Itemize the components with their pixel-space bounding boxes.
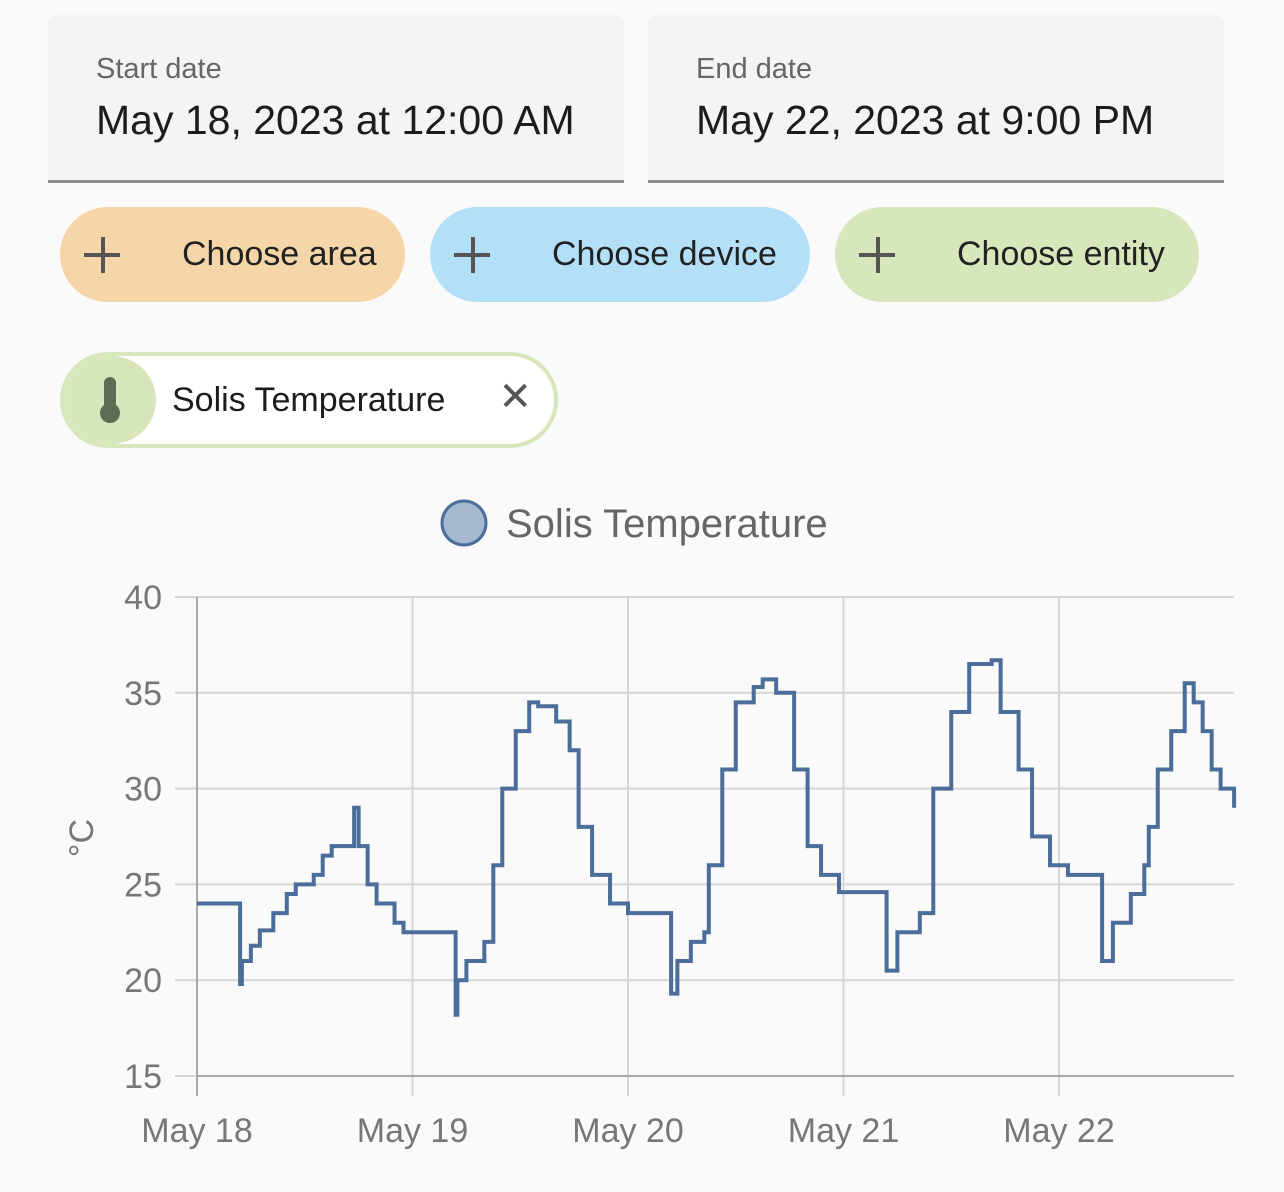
y-tick-label: 15 — [124, 1058, 162, 1096]
y-tick-label: 35 — [124, 675, 162, 713]
choose-device-label: Choose device — [552, 235, 777, 273]
plus-icon — [82, 235, 122, 275]
start-date-field[interactable]: Start date May 18, 2023 at 12:00 AM — [48, 15, 624, 183]
y-tick-label: 30 — [124, 771, 162, 809]
start-date-value: May 18, 2023 at 12:00 AM — [96, 97, 575, 143]
choose-entity-button[interactable]: Choose entity — [835, 207, 1199, 302]
choose-area-button[interactable]: Choose area — [60, 207, 405, 302]
end-date-field[interactable]: End date May 22, 2023 at 9:00 PM — [648, 15, 1224, 183]
y-tick-label: 25 — [124, 866, 162, 904]
y-tick-label: 40 — [124, 579, 162, 617]
x-tick-label: May 18 — [141, 1112, 253, 1150]
plus-icon — [857, 235, 897, 275]
remove-entity-icon[interactable]: ✕ — [498, 375, 532, 419]
x-tick-label: May 19 — [357, 1112, 469, 1150]
thermometer-icon — [64, 356, 156, 444]
x-tick-label: May 20 — [572, 1112, 684, 1150]
end-date-value: May 22, 2023 at 9:00 PM — [696, 97, 1155, 143]
x-tick-label: May 21 — [788, 1112, 900, 1150]
x-tick-label: May 22 — [1003, 1112, 1115, 1150]
y-tick-label: 20 — [124, 962, 162, 1000]
choose-entity-label: Choose entity — [957, 235, 1165, 273]
end-date-label: End date — [696, 53, 813, 85]
series-line-solis-temperature — [197, 658, 1237, 1017]
selected-entity-chip[interactable]: Solis Temperature ✕ — [60, 352, 558, 448]
legend-label[interactable]: Solis Temperature — [506, 502, 828, 546]
choose-device-button[interactable]: Choose device — [430, 207, 810, 302]
choose-area-label: Choose area — [182, 235, 377, 273]
start-date-label: Start date — [96, 53, 222, 85]
plus-icon — [452, 235, 492, 275]
selected-entity-label: Solis Temperature — [172, 380, 446, 419]
y-axis-label: °C — [63, 819, 101, 857]
legend-marker[interactable] — [440, 499, 488, 547]
